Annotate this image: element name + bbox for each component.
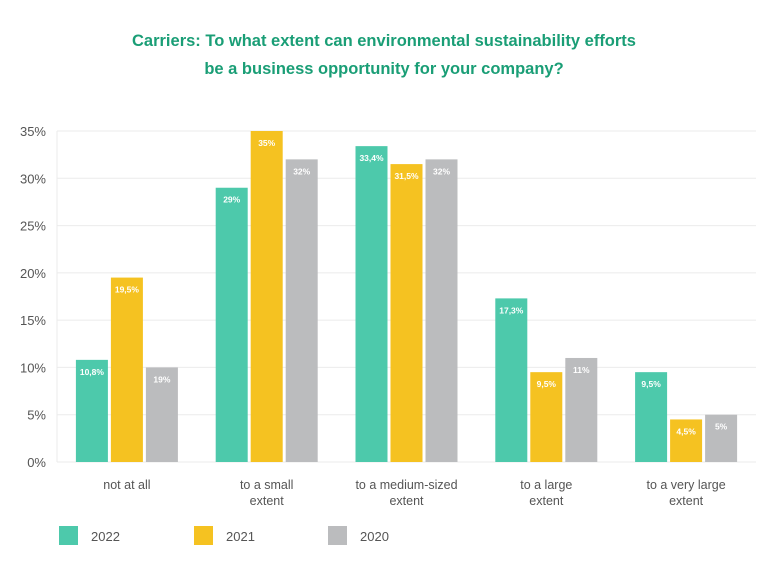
bar-2020: [145, 367, 178, 462]
x-tick-label: extent: [389, 494, 424, 508]
data-label: 31,5%: [394, 171, 419, 181]
y-axis: 0% 5% 10% 15% 20% 25% 30% 35%: [20, 124, 46, 470]
y-tick-label: 0%: [27, 455, 46, 470]
bar-2022: [215, 187, 248, 462]
legend-label-2020: 2020: [360, 529, 389, 544]
data-label: 32%: [293, 166, 310, 176]
x-axis: not at all to a small extent to a medium-si…: [103, 478, 725, 508]
x-tick-label: not at all: [103, 478, 150, 492]
bar-2022: [635, 372, 668, 462]
bar-2022: [495, 298, 528, 462]
x-tick-label: extent: [250, 494, 285, 508]
x-tick-label: to a small: [240, 478, 294, 492]
data-label: 9,5%: [641, 379, 661, 389]
x-tick-label: to a medium-sized: [355, 478, 457, 492]
data-label: 19,5%: [115, 285, 140, 295]
bar-2021: [250, 131, 283, 462]
bar-2021: [390, 164, 423, 462]
bar-2021: [670, 419, 703, 462]
bar-2020: [285, 159, 318, 462]
data-label: 33,4%: [359, 153, 384, 163]
y-tick-label: 30%: [20, 171, 46, 186]
data-label: 5%: [715, 422, 728, 432]
legend-swatch-2020: [328, 526, 347, 545]
bar-2022: [75, 359, 108, 462]
data-label: 4,5%: [676, 426, 696, 436]
data-label: 11%: [573, 365, 590, 375]
data-label: 17,3%: [499, 305, 524, 315]
y-tick-label: 20%: [20, 266, 46, 281]
x-tick-label: extent: [669, 494, 704, 508]
bar-2022: [355, 146, 388, 463]
y-tick-label: 10%: [20, 360, 46, 375]
chart-title-line-1: Carriers: To what extent can environment…: [132, 32, 636, 50]
y-tick-label: 25%: [20, 219, 46, 234]
legend-label-2022: 2022: [91, 529, 120, 544]
y-tick-label: 35%: [20, 124, 46, 139]
x-tick-label: extent: [529, 494, 564, 508]
data-label: 32%: [433, 166, 450, 176]
legend-label-2021: 2021: [226, 529, 255, 544]
data-label: 29%: [223, 195, 240, 205]
bar-2020: [565, 357, 598, 462]
bar-2021: [110, 277, 143, 462]
x-tick-label: to a large: [520, 478, 572, 492]
x-tick-label: to a very large: [646, 478, 725, 492]
data-label: 19%: [153, 374, 170, 384]
data-label: 10,8%: [80, 367, 105, 377]
legend: 2022 2021 2020: [59, 526, 389, 545]
y-tick-label: 15%: [20, 313, 46, 328]
bar-2020: [425, 159, 458, 462]
chart-title-line-2: be a business opportunity for your compa…: [204, 60, 564, 78]
bar-2021: [530, 372, 563, 462]
bar-2020: [705, 414, 738, 462]
legend-swatch-2022: [59, 526, 78, 545]
data-label: 35%: [258, 138, 275, 148]
legend-swatch-2021: [194, 526, 213, 545]
chart-title: Carriers: To what extent can environment…: [0, 27, 768, 83]
data-label: 9,5%: [537, 379, 557, 389]
y-tick-label: 5%: [27, 408, 46, 423]
bars: 10,8% 19,5% 19% 29% 35% 32% 33,4% 31,5% 32% 17,3%…: [75, 131, 738, 463]
